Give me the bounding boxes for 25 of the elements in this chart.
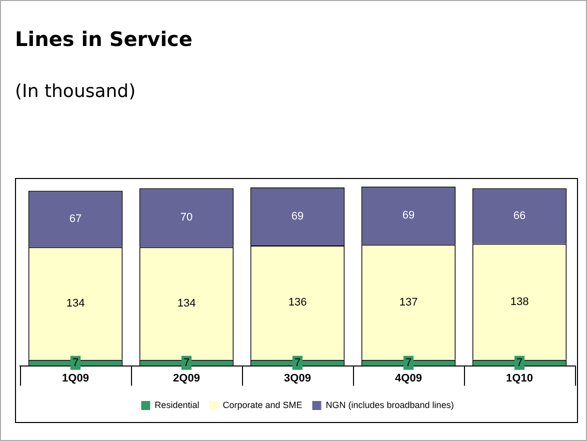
chart-title: Lines in Service <box>15 27 192 51</box>
data-label: 69 <box>402 210 415 222</box>
data-label: 137 <box>399 296 418 308</box>
data-label: 66 <box>513 210 526 222</box>
data-label: 7 <box>405 356 412 369</box>
x-tick-label: 2Q09 <box>173 372 200 384</box>
data-label: 134 <box>66 298 85 310</box>
x-tick-label: 3Q09 <box>284 372 311 384</box>
data-label: 138 <box>510 296 529 308</box>
data-label: 7 <box>183 356 190 369</box>
data-label: 70 <box>180 212 193 224</box>
data-label: 7 <box>294 356 301 369</box>
data-label: 7 <box>516 356 523 369</box>
legend-label: NGN (includes broadband lines) <box>326 400 454 410</box>
chart-subtitle: (In thousand) <box>15 81 136 102</box>
data-label: 67 <box>69 213 82 226</box>
data-label: 7 <box>72 356 79 369</box>
legend-label: Residential <box>154 400 200 410</box>
legend-label: Corporate and SME <box>222 400 302 410</box>
data-label: 136 <box>288 296 307 309</box>
x-tick-label: 4Q09 <box>395 372 422 384</box>
data-label: 134 <box>177 298 196 310</box>
data-label: 69 <box>291 210 304 222</box>
x-tick-label: 1Q09 <box>62 372 89 384</box>
x-tick-label: 1Q10 <box>506 372 533 384</box>
